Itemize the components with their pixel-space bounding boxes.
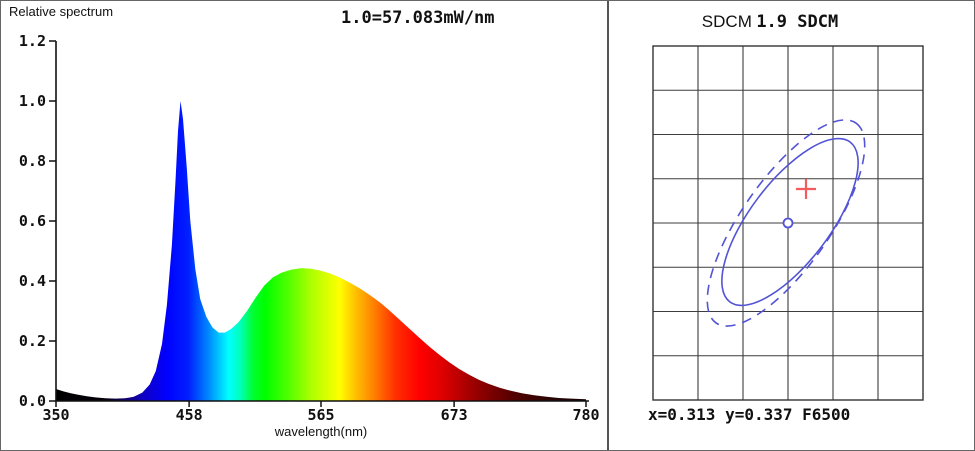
sdcm-chart (652, 45, 924, 401)
normalization-annotation: 1.0=57.083mW/nm (341, 8, 495, 28)
spectrum-chart: 350 458 565 673 780 0.0 0.2 0.4 0.6 0.8 1.0 1.2 wave… (19, 32, 600, 439)
sdcm-title-value: 1.9 SDCM (756, 12, 839, 32)
x-axis-tick-label: 458 (176, 406, 203, 424)
x-axis-tick-label: 780 (572, 406, 599, 424)
x-axis-tick-label: 565 (307, 406, 334, 424)
y-axis-tick-label: 0.8 (19, 152, 46, 170)
tolerance-ellipse-solid (721, 137, 859, 307)
x-axis-tick-label: 350 (42, 406, 69, 424)
y-axis-tick-label: 0.0 (19, 392, 46, 410)
sdcm-panel: SDCM 1.9 SDCM x=0.313 y=0.337 F6500 (609, 1, 974, 450)
reference-cross-marker (796, 179, 816, 199)
y-axis-tick-label: 0.4 (19, 272, 46, 290)
chromaticity-readout: x=0.313 y=0.337 F6500 (648, 405, 851, 424)
x-axis-label: wavelength(nm) (274, 424, 368, 439)
sdcm-grid (652, 45, 924, 401)
spectrum-panel: Relative spectrum 1.0=57.083mW/nm 350 458… (1, 1, 609, 450)
sdcm-title-prefix: SDCM (701, 12, 752, 31)
y-axis-tick-label: 0.6 (19, 212, 46, 230)
y-axis-tick-label: 1.0 (19, 92, 46, 110)
spectrum-area (56, 101, 586, 401)
x-axis-tick-label: 673 (441, 406, 468, 424)
measured-point-marker (782, 217, 794, 229)
spectrum-title: Relative spectrum (9, 4, 114, 19)
y-axis-tick-label: 0.2 (19, 332, 46, 350)
tolerance-ellipse-dashed (706, 119, 866, 327)
y-axis-tick-label: 1.2 (19, 32, 46, 50)
sdcm-title: SDCM 1.9 SDCM (609, 12, 931, 32)
